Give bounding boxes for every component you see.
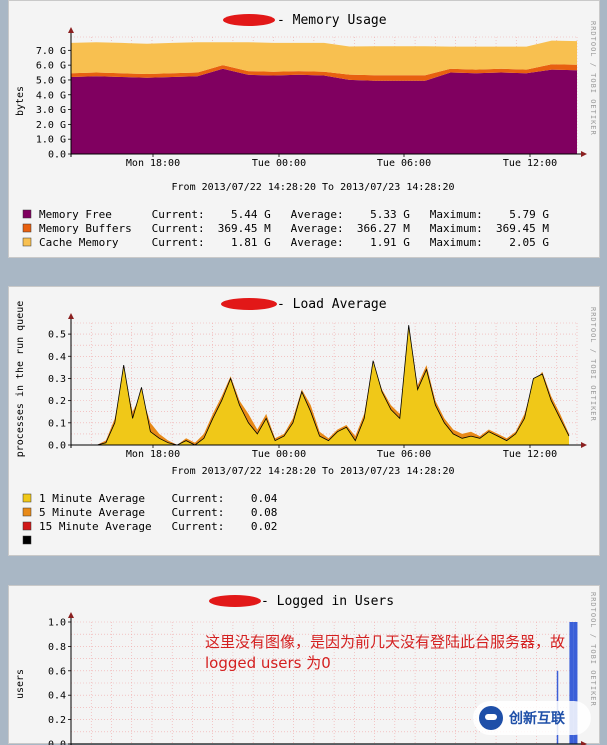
brand-name: 创新互联 [509, 708, 565, 728]
legend-swatch [23, 238, 31, 246]
chart-title: - Memory Usage [277, 13, 387, 28]
y-tick-label: 0.1 [48, 418, 66, 429]
legend-entry: Memory Buffers Current: 369.45 M Average… [39, 222, 549, 235]
legend-swatch [23, 210, 31, 218]
redacted-hostname [221, 298, 277, 310]
brand-logo-icon [479, 706, 503, 730]
y-tick-label: 1.0 [48, 618, 66, 629]
time-period: From 2013/07/22 14:28:20 To 2013/07/23 1… [172, 182, 455, 193]
x-axis-arrow [581, 151, 587, 157]
y-axis-label: processes in the run queue [15, 301, 26, 458]
x-tick-label: Mon 18:00 [126, 449, 180, 460]
y-tick-label: 0.5 [48, 330, 66, 341]
y-axis-label: users [15, 669, 26, 699]
x-ticks: Mon 18:00 Tue 00:00 Tue 06:00 Tue 12:00 [126, 154, 557, 169]
area-memory-free [71, 69, 577, 154]
y-tick-label: 0.6 [48, 666, 66, 677]
x-tick-label: Tue 00:00 [252, 449, 306, 460]
rrdtool-watermark: RRDTOOL / TOBI OETIKER [589, 21, 597, 136]
legend-swatch [23, 494, 31, 502]
y-tick-label: 6.0 G [36, 61, 66, 72]
redacted-hostname [209, 595, 261, 607]
y-tick-label: 1.0 G [36, 135, 66, 146]
line-1-minute-average [97, 325, 569, 445]
area-15-minute-average [97, 350, 569, 445]
legend-swatch [23, 536, 31, 544]
y-tick-label: 0.0 [48, 740, 66, 745]
x-tick-label: Tue 06:00 [377, 449, 431, 460]
rrdtool-watermark: RRDTOOL / TOBI OETIKER [589, 307, 597, 422]
y-tick-label: 7.0 G [36, 46, 66, 57]
x-tick-label: Tue 06:00 [377, 158, 431, 169]
y-tick-label: 0.4 [48, 352, 66, 363]
x-tick-label: Tue 00:00 [252, 158, 306, 169]
memory-usage-chart: - Memory Usage bytes RRDTOOL / TOBI OETI… [9, 1, 601, 259]
legend-entry: 5 Minute Average Current: 0.08 [39, 506, 277, 519]
y-axis-arrow [68, 612, 74, 618]
y-tick-label: 0.0 [48, 150, 66, 161]
brand-badge: 创新互联 [473, 701, 591, 735]
x-tick-label: Tue 12:00 [503, 158, 557, 169]
legend-entry: 1 Minute Average Current: 0.04 [39, 492, 278, 505]
annotation-note: 这里没有图像，是因为前几天没有登陆此台服务器，故logged users 为0 [205, 632, 575, 674]
x-tick-label: Mon 18:00 [126, 158, 180, 169]
y-ticks: 0.0 0.1 0.2 0.3 0.4 0.5 [48, 330, 71, 452]
y-tick-label: 5.0 G [36, 75, 66, 86]
logged-in-users-panel: - Logged in Users users RRDTOOL / TOBI O… [8, 585, 600, 744]
legend-swatch [23, 522, 31, 530]
y-tick-label: 0.4 [48, 691, 66, 702]
y-axis-label: bytes [15, 86, 26, 116]
x-ticks: Mon 18:00 Tue 00:00 Tue 06:00 Tue 12:00 [126, 445, 557, 460]
time-period: From 2013/07/22 14:28:20 To 2013/07/23 1… [172, 466, 455, 477]
area-series [71, 41, 577, 154]
chart-title: - Logged in Users [261, 594, 394, 609]
y-tick-label: 0.2 [48, 396, 66, 407]
y-ticks: 0.0 1.0 G 2.0 G 3.0 G 4.0 G 5.0 G 6.0 G 7.0 G [36, 46, 71, 161]
y-tick-label: 0.3 [48, 374, 66, 385]
legend-swatch [23, 224, 31, 232]
x-axis-arrow [581, 741, 587, 745]
y-axis-arrow [68, 27, 74, 33]
y-ticks: 0.0 0.2 0.4 0.6 0.8 1.0 [48, 618, 71, 745]
y-tick-label: 3.0 G [36, 105, 66, 116]
legend: Memory Free Current: 5.44 G Average: 5.3… [23, 208, 549, 249]
y-tick-label: 4.0 G [36, 90, 66, 101]
memory-usage-panel: - Memory Usage bytes RRDTOOL / TOBI OETI… [8, 0, 600, 258]
x-tick-label: Tue 12:00 [503, 449, 557, 460]
legend-entry: Memory Free Current: 5.44 G Average: 5.3… [39, 208, 549, 221]
legend-entry: Cache Memory Current: 1.81 G Average: 1.… [39, 236, 549, 249]
redacted-hostname [223, 14, 275, 26]
load-average-panel: - Load Average processes in the run queu… [8, 286, 600, 556]
x-axis-arrow [581, 442, 587, 448]
area-series [97, 325, 569, 445]
legend: 1 Minute Average Current: 0.045 Minute A… [23, 492, 278, 544]
rrdtool-watermark: RRDTOOL / TOBI OETIKER [589, 592, 597, 707]
y-tick-label: 0.0 [48, 441, 66, 452]
y-tick-label: 0.2 [48, 715, 66, 726]
y-tick-label: 0.8 [48, 642, 66, 653]
chart-title: - Load Average [277, 297, 387, 312]
y-tick-label: 2.0 G [36, 120, 66, 131]
y-axis-arrow [68, 313, 74, 319]
load-average-chart: - Load Average processes in the run queu… [9, 287, 601, 557]
legend-swatch [23, 508, 31, 516]
legend-entry: 15 Minute Average Current: 0.02 [39, 520, 277, 533]
area-1-minute-average [97, 325, 569, 445]
